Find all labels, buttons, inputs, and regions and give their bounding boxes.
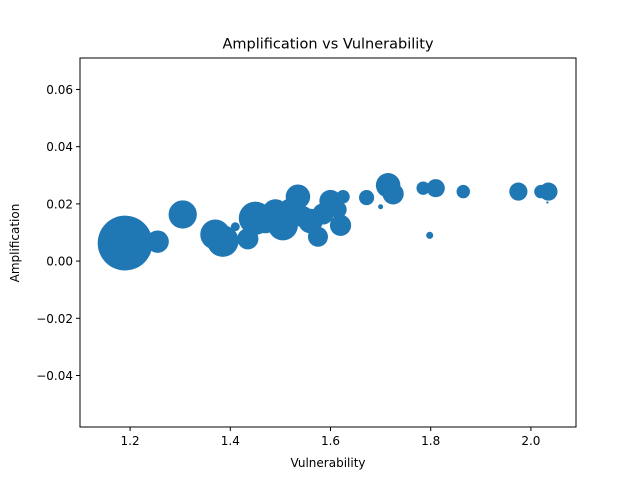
x-tick-label: 1.8 (421, 434, 440, 448)
data-point-15 (307, 226, 328, 247)
data-point-4 (206, 225, 239, 257)
y-tick-label: −0.02 (36, 312, 73, 326)
data-point-22 (378, 204, 384, 210)
data-point-20 (336, 190, 350, 204)
plot-frame (79, 57, 577, 428)
y-tick-label: 0.02 (46, 197, 73, 211)
y-axis-label: Amplification (8, 204, 22, 283)
y-tick-label: 0.04 (46, 140, 73, 154)
y-tick-label: 0.06 (46, 83, 73, 97)
y-tick-label: −0.04 (36, 369, 73, 383)
data-point-21 (359, 190, 375, 206)
data-point-2 (168, 200, 197, 229)
data-point-31 (546, 201, 549, 204)
x-tick-label: 1.2 (121, 434, 140, 448)
data-point-26 (426, 231, 434, 239)
x-tick-label: 2.0 (521, 434, 540, 448)
chart-title: Amplification vs Vulnerability (222, 37, 434, 53)
data-point-29 (509, 182, 528, 201)
x-axis: 1.2 1.4 1.6 1.8 2.0 (121, 427, 540, 448)
data-point-18 (329, 200, 347, 219)
data-point-19 (329, 214, 352, 236)
data-point-28 (456, 184, 470, 199)
data-point-32 (539, 182, 558, 201)
data-point-25 (416, 181, 430, 195)
y-axis: −0.04 −0.02 0.00 0.02 0.04 0.06 (36, 83, 80, 383)
x-tick-label: 1.6 (321, 434, 340, 448)
data-point-1 (146, 230, 169, 253)
x-tick-label: 1.4 (221, 434, 240, 448)
data-point-0 (97, 215, 153, 271)
data-point-12 (285, 184, 311, 209)
x-axis-label: Vulnerability (290, 456, 365, 470)
data-point-5 (230, 222, 240, 232)
data-point-24 (382, 183, 404, 205)
y-tick-label: 0.00 (46, 255, 73, 269)
data-point-27 (426, 179, 445, 198)
points-layer (97, 173, 558, 271)
